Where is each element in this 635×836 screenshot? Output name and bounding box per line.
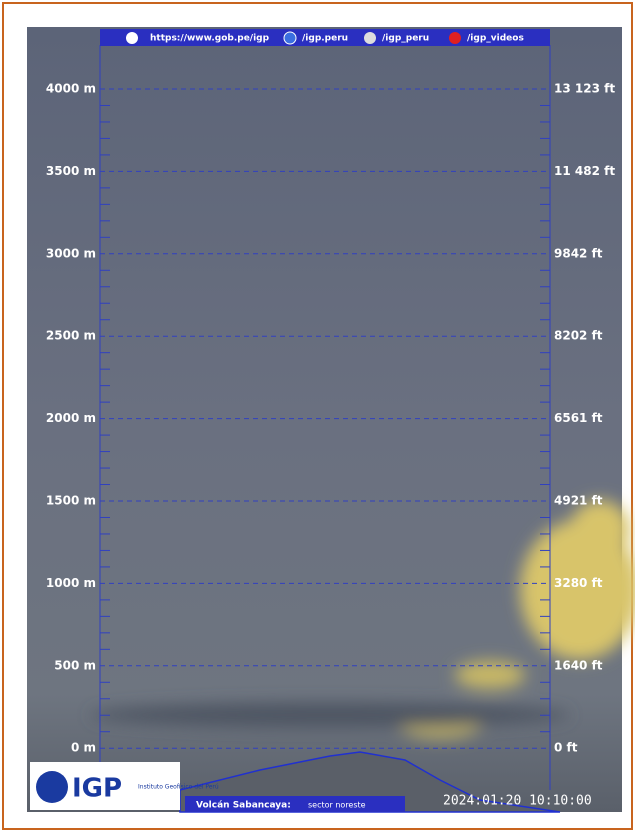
sector: sector noreste bbox=[308, 801, 366, 810]
x-icon bbox=[364, 32, 376, 44]
timestamp: 2024:01:20 10:10:00 bbox=[443, 794, 592, 809]
feet-label: 13 123 ft bbox=[554, 82, 615, 96]
volcano-name: Volcán Sabancaya: bbox=[196, 801, 291, 811]
meter-label: 1500 m bbox=[46, 494, 96, 508]
meter-label: 500 m bbox=[54, 658, 96, 672]
feet-label: 0 ft bbox=[554, 741, 578, 755]
clouds bbox=[90, 500, 635, 739]
feet-label: 11 482 ft bbox=[554, 164, 615, 178]
footer-bar bbox=[185, 796, 405, 812]
feet-label: 4921 ft bbox=[554, 494, 603, 508]
feet-label: 6561 ft bbox=[554, 411, 603, 425]
feet-label: 1640 ft bbox=[554, 658, 603, 672]
link-web: https://www.gob.pe/igp bbox=[150, 34, 270, 44]
meter-label: 3500 m bbox=[46, 164, 96, 178]
youtube-icon bbox=[449, 32, 461, 44]
feet-label: 9842 ft bbox=[554, 246, 603, 260]
facebook-icon bbox=[283, 31, 297, 45]
logo-subtitle: Instituto Geofísico del Perú bbox=[138, 784, 219, 791]
camera-image bbox=[27, 27, 622, 812]
meter-label: 2500 m bbox=[46, 329, 96, 343]
logo-name: IGP bbox=[72, 774, 122, 804]
link-youtube: /igp_videos bbox=[467, 34, 524, 44]
header-bar bbox=[100, 29, 550, 46]
link-x: /igp_peru bbox=[382, 34, 429, 44]
feet-label: 8202 ft bbox=[554, 329, 603, 343]
feet-label: 3280 ft bbox=[554, 576, 603, 590]
meter-label: 1000 m bbox=[46, 576, 96, 590]
logo-globe bbox=[36, 771, 68, 803]
web-icon bbox=[126, 32, 138, 44]
meter-label: 3000 m bbox=[46, 246, 96, 260]
meter-label: 2000 m bbox=[46, 411, 96, 425]
meter-label: 4000 m bbox=[46, 82, 96, 96]
meter-label: 0 m bbox=[71, 741, 96, 755]
link-facebook: /igp.peru bbox=[302, 34, 348, 44]
